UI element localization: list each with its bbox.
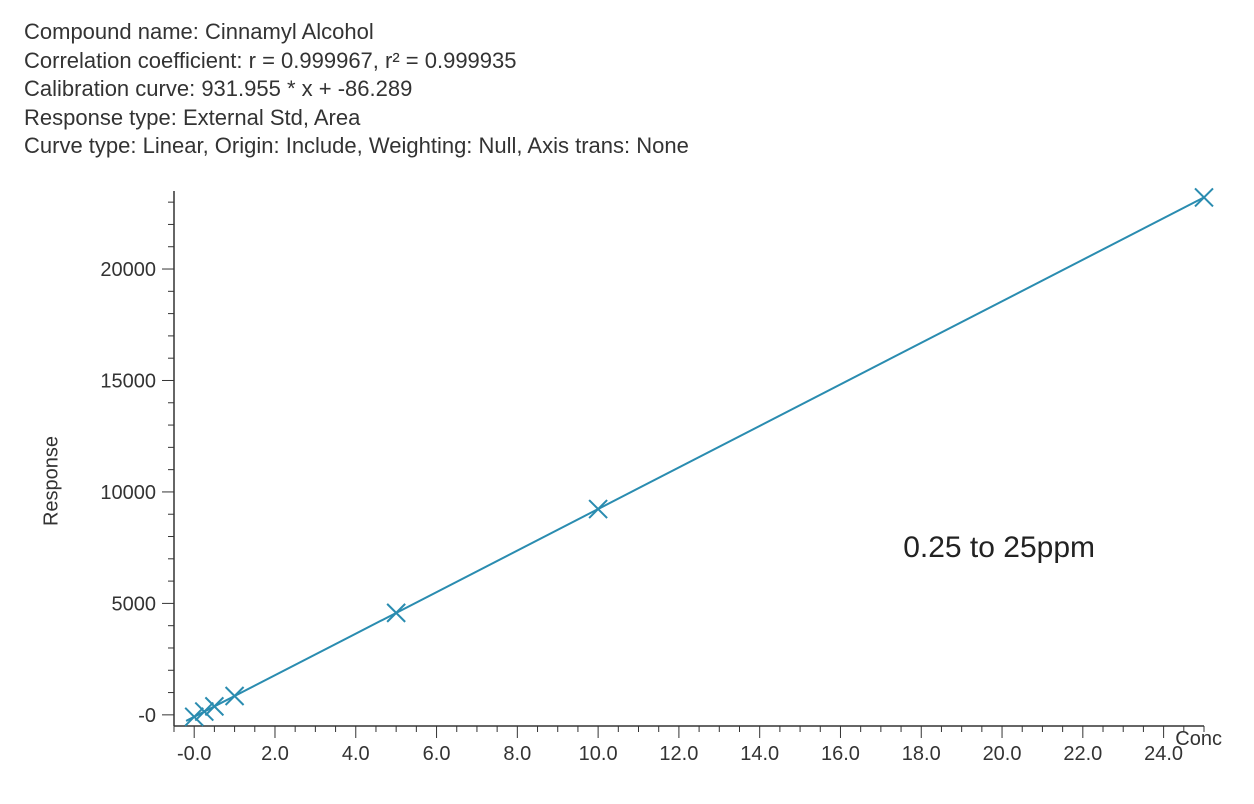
curve-type-value: Linear, Origin: Include, Weighting: Null… <box>143 133 689 158</box>
svg-text:22.0: 22.0 <box>1063 743 1102 765</box>
svg-text:4.0: 4.0 <box>342 743 370 765</box>
data-point <box>589 500 607 518</box>
response-type-value: External Std, Area <box>183 105 360 130</box>
svg-text:14.0: 14.0 <box>740 743 779 765</box>
page-root: Compound name: Cinnamyl Alcohol Correlat… <box>0 0 1254 804</box>
svg-text:18.0: 18.0 <box>902 743 941 765</box>
svg-text:20000: 20000 <box>100 259 156 281</box>
correlation-value: r = 0.999967, r² = 0.999935 <box>249 48 517 73</box>
response-type-label: Response type: <box>24 105 177 130</box>
svg-text:-0.0: -0.0 <box>177 743 211 765</box>
svg-text:10.0: 10.0 <box>579 743 618 765</box>
data-point <box>387 604 405 622</box>
header-curve-type: Curve type: Linear, Origin: Include, Wei… <box>24 132 1230 161</box>
compound-value: Cinnamyl Alcohol <box>205 19 374 44</box>
curve-type-label: Curve type: <box>24 133 137 158</box>
x-axis-label: Conc <box>1175 728 1222 751</box>
chart-area: Response Conc 0.25 to 25ppm -0 5000 10000 1… <box>24 171 1230 791</box>
svg-text:5000: 5000 <box>112 593 157 615</box>
calibration-chart: -0 5000 10000 15000 20000 -0.0 2.0 4.0 6.0 8.0 10.… <box>24 171 1224 791</box>
svg-text:10000: 10000 <box>100 482 156 504</box>
svg-text:16.0: 16.0 <box>821 743 860 765</box>
calibration-label: Calibration curve: <box>24 76 195 101</box>
range-annotation: 0.25 to 25ppm <box>903 531 1095 565</box>
svg-text:2.0: 2.0 <box>261 743 289 765</box>
svg-text:8.0: 8.0 <box>503 743 531 765</box>
header-compound: Compound name: Cinnamyl Alcohol <box>24 18 1230 47</box>
calibration-value: 931.955 * x + -86.289 <box>201 76 412 101</box>
y-axis-label: Response <box>41 436 64 526</box>
svg-text:15000: 15000 <box>100 370 156 392</box>
svg-text:6.0: 6.0 <box>423 743 451 765</box>
data-point <box>1195 188 1213 206</box>
data-point <box>226 687 244 705</box>
compound-label: Compound name: <box>24 19 199 44</box>
header-correlation: Correlation coefficient: r = 0.999967, r… <box>24 47 1230 76</box>
svg-text:20.0: 20.0 <box>983 743 1022 765</box>
header-block: Compound name: Cinnamyl Alcohol Correlat… <box>24 18 1230 161</box>
svg-text:-0: -0 <box>138 705 156 727</box>
header-response-type: Response type: External Std, Area <box>24 104 1230 133</box>
correlation-label: Correlation coefficient: <box>24 48 243 73</box>
header-calibration: Calibration curve: 931.955 * x + -86.289 <box>24 75 1230 104</box>
svg-text:12.0: 12.0 <box>659 743 698 765</box>
